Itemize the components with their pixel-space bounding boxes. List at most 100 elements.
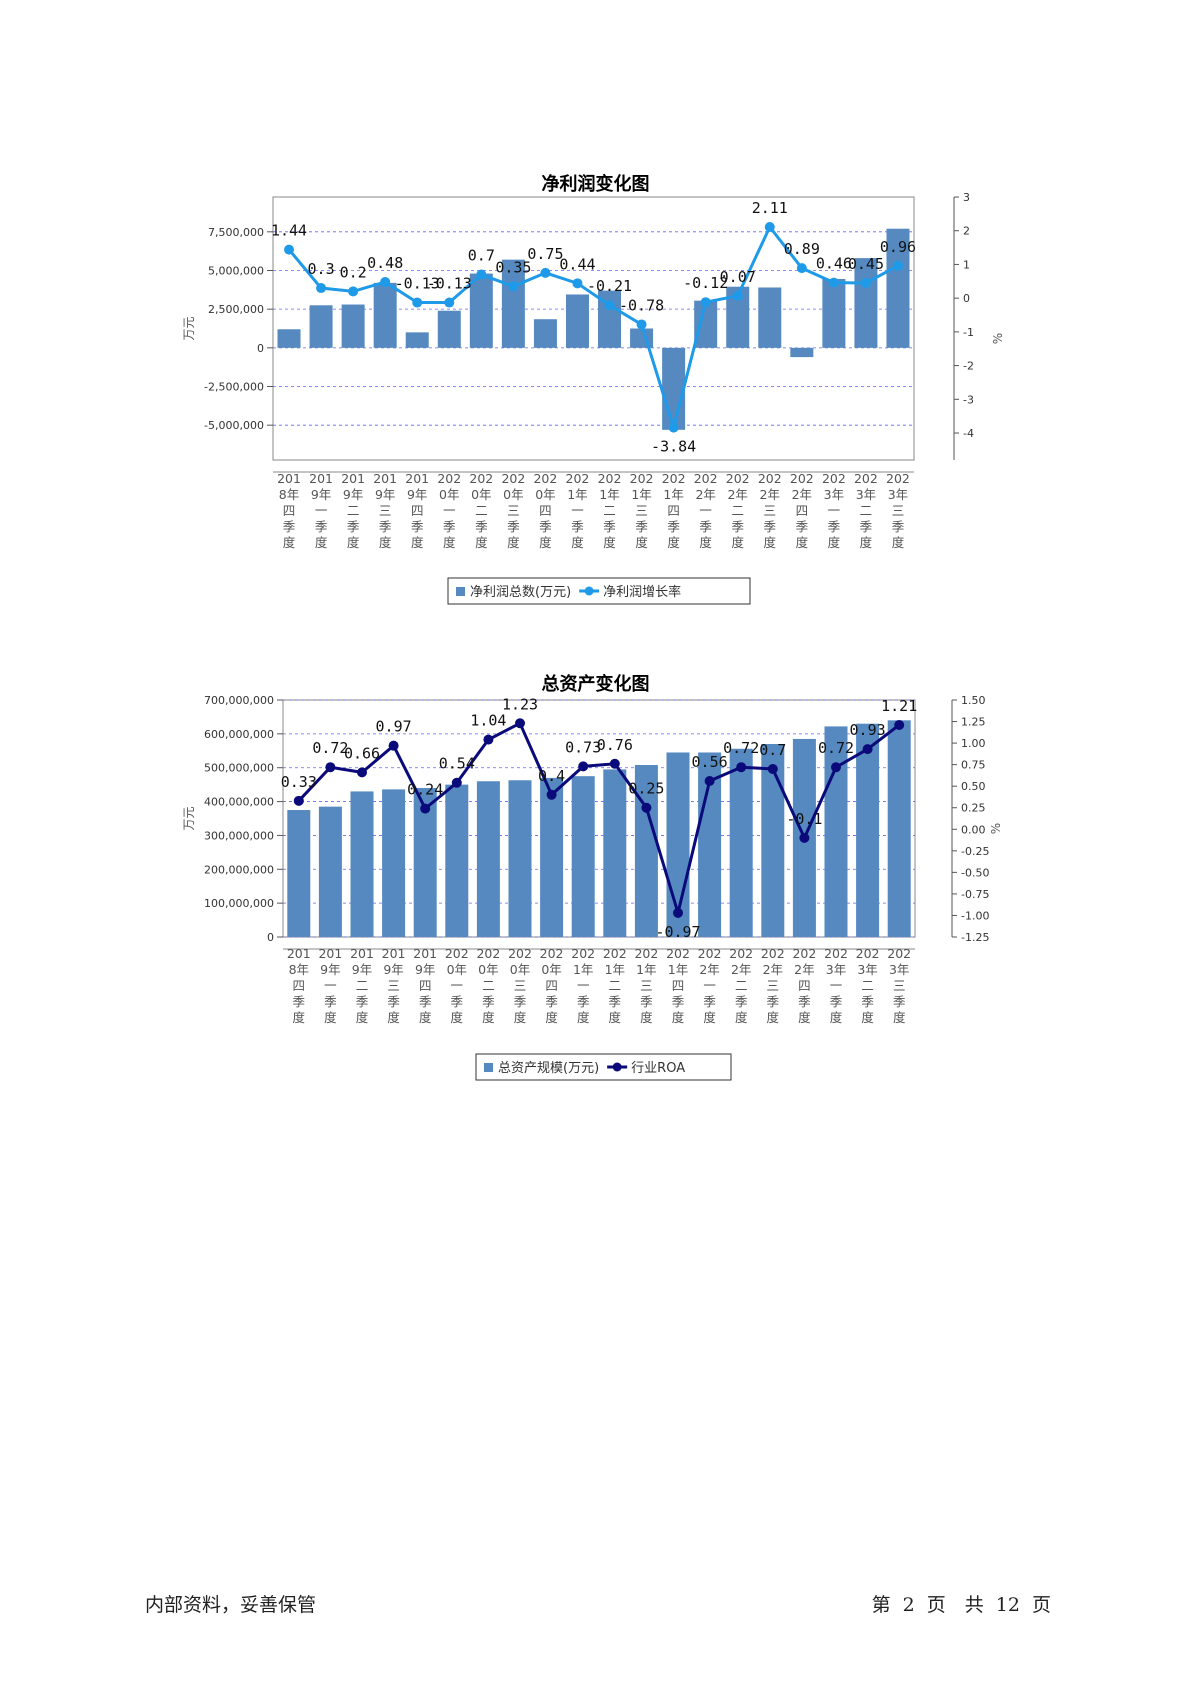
series-point [348,286,359,297]
data-label: 1.04 [470,712,506,730]
x-tick-label: 202 3年一季度 [824,946,848,1025]
data-label: 0.44 [559,255,595,273]
y2-tick-label: 0.75 [961,759,986,772]
y2-tick-label: -0.75 [961,888,989,901]
bar [508,780,532,937]
x-tick-label: 202 0年三季度 [501,471,525,550]
series-point [546,789,557,800]
bar [603,769,627,937]
y-tick-label: 400,000,000 [204,796,274,809]
total-assets-chart-svg: 0 100,000,000 200,000,000 300,000,000 400,00… [182,694,1003,1081]
data-label: 0.93 [850,721,886,739]
y2-tick-label: -1.00 [961,909,989,922]
legend-line-label: 净利润增长率 [603,584,681,600]
bar [533,319,557,348]
chart-title: 总资产变化图 [541,674,650,695]
legend-line-marker [612,1062,622,1072]
y-tick-label: 100,000,000 [204,897,274,910]
series-point [380,276,391,287]
y-tick-label: 0 [267,931,274,944]
x-tick-label: 202 0年一季度 [437,471,461,550]
y2-tick-label: 2 [963,225,970,238]
bar [694,300,718,348]
x-tick-label: 202 1年二季度 [598,471,622,550]
y-tick-label: -5,000,000 [204,419,264,432]
y-tick-label: 0 [257,342,264,355]
bar [540,777,564,937]
x-tick-label: 202 3年三季度 [886,471,910,550]
y2-tick-label: 0.50 [961,780,986,793]
x-tick-label: 201 9年二季度 [341,471,365,550]
x-tick-label: 202 2年四季度 [792,946,816,1025]
y2-tick-label: 0.25 [961,802,986,815]
data-label: 0.2 [340,263,367,281]
data-label: 0.72 [312,739,348,757]
bar [382,789,406,937]
x-tick-label: 201 9年四季度 [413,946,437,1025]
series-point [476,269,487,280]
data-label: 0.75 [527,245,563,263]
legend-bar-label: 净利润总数(万元) [470,585,571,600]
data-label: 0.7 [759,741,786,759]
data-label: 1.21 [881,697,917,715]
series-point [767,763,778,774]
series-point [892,260,903,271]
y-tick-label: 5,000,000 [208,264,264,277]
series-point [604,300,615,311]
bar [565,294,589,348]
series-point [673,907,683,918]
y2-tick-label: -4 [963,427,974,440]
x-tick-label: 202 1年四季度 [666,946,690,1025]
data-label: 0.97 [376,718,412,736]
data-label: -0.78 [619,296,664,314]
y2-axis-label: % [989,823,1003,834]
x-tick-label: 202 1年三季度 [634,946,658,1025]
x-tick-label: 201 9年三季度 [373,471,397,550]
bar [309,305,333,348]
x-tick-label: 202 1年一季度 [571,946,595,1025]
bar [350,791,374,937]
series-point [704,776,715,787]
data-label: 0.72 [723,739,759,757]
bar [373,282,397,348]
data-label: 0.07 [720,268,756,286]
data-label: 1.44 [271,222,307,240]
data-label: -0.1 [786,810,822,828]
bar [571,776,595,937]
bar [887,720,911,937]
x-tick-label: 202 3年三季度 [887,946,911,1025]
x-tick-label: 202 0年二季度 [476,946,500,1025]
series-point [796,263,807,274]
data-label: 0.56 [692,753,728,771]
bar [758,287,782,348]
series-point [828,277,839,288]
bar [476,781,500,937]
y2-tick-label: 1.25 [961,716,986,729]
bar [761,744,785,937]
series-point [636,319,647,330]
bar [501,259,525,348]
y2-tick-label: -2 [963,360,974,373]
series-point [609,758,620,769]
series-point [764,222,775,233]
bar [445,784,469,937]
plot-area [272,196,915,461]
data-label: -0.21 [587,277,632,295]
footer-page-number: 第 2 页 共 12 页 [871,1594,1051,1616]
x-tick-label: 201 8年四季度 [277,471,301,550]
series-point [540,267,551,278]
data-label: -0.12 [683,274,728,292]
x-tick-label: 201 9年一季度 [309,471,333,550]
series-point [508,281,519,292]
series-point [293,795,304,806]
x-tick-label: 202 3年一季度 [822,471,846,550]
x-tick-label: 202 1年四季度 [662,471,686,550]
y-tick-label: 7,500,000 [208,226,264,239]
series-point [316,283,327,294]
y2-tick-label: -1 [963,326,974,339]
bar [634,765,658,937]
series-line [287,224,899,434]
y2-tick-label: 1.50 [961,694,986,707]
x-tick-label: 201 9年二季度 [350,946,374,1025]
y-tick-label: 600,000,000 [204,728,274,741]
